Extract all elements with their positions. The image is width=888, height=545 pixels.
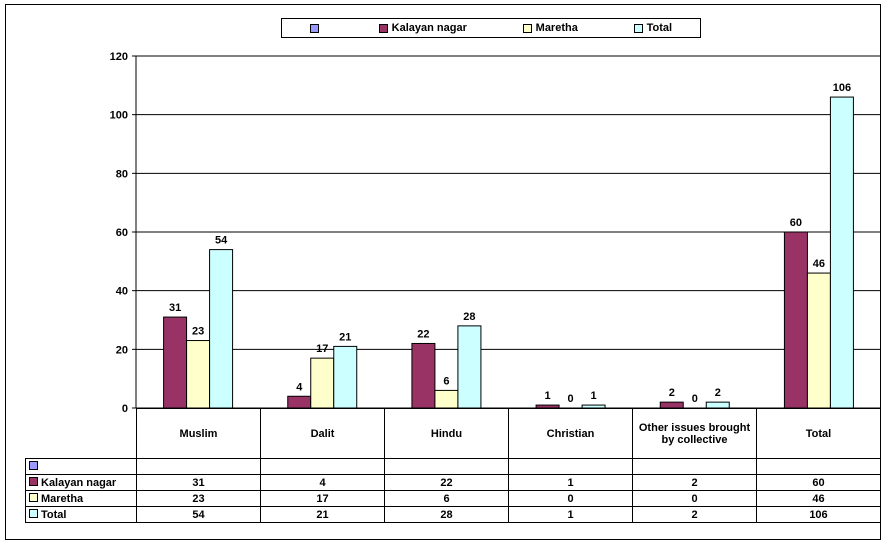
data-label-maretha-hindu: 6 [443,375,449,387]
bar-kalayan-nagar-hindu [411,342,436,409]
data-table-series-name-maretha: Maretha [41,492,84,505]
data-table-header-row: Muslim Dalit Hindu Christian Other issue… [25,408,881,459]
data-table-cell-series-0-muslim [136,458,261,475]
data-table-cell-kalayan-nagar-total: 60 [756,474,881,491]
data-table-cell-kalayan-nagar-christian: 1 [508,474,633,491]
data-label-maretha-total: 46 [813,258,825,270]
data-table-row-total: Total 54 21 28 1 2 106 [25,506,881,523]
data-table-cell-kalayan-nagar-muslim: 31 [136,474,261,491]
data-table-row-header-maretha: Maretha [25,490,137,507]
data-table-cell-series-0-dalit [260,458,385,475]
legend-item-kalayan-nagar: Kalayan nagar [378,22,467,34]
data-table-cell-total-hindu: 28 [384,506,509,523]
category-label-dalit: Dalit [260,408,385,459]
data-table-row-kalayan-nagar: Kalayan nagar 31 4 22 1 2 60 [25,474,881,491]
legend-swatch-total [633,23,643,33]
bar-kalayan-nagar-total [783,231,808,409]
data-table-corner [25,408,137,459]
data-table-row-maretha: Maretha 23 17 6 0 0 46 [25,490,881,507]
category-label-muslim: Muslim [136,408,261,459]
data-label-kalayan-nagar-other-issues-brought-by-collective: 2 [669,387,675,399]
data-label-maretha-muslim: 23 [192,326,204,338]
bar-kalayan-nagar-muslim [163,316,188,409]
data-table-swatch-total [29,508,38,518]
data-table-cell-maretha-other-issues-brought-by-collective: 0 [632,490,757,507]
data-table-swatch-maretha [29,492,38,502]
data-table-row-header-kalayan-nagar: Kalayan nagar [25,474,137,491]
data-table-cell-series-0-total [756,458,881,475]
bar-total-dalit [333,345,358,409]
data-table-series-name-total: Total [41,508,67,521]
data-label-maretha-other-issues-brought-by-collective: 0 [692,393,698,405]
legend-label-maretha: Maretha [535,22,578,34]
bar-total-muslim [209,249,234,409]
legend-item-maretha: Maretha [522,22,578,34]
y-tick-label-6: 120 [110,51,128,63]
data-table-cell-total-total: 106 [756,506,881,523]
y-tick-label-5: 100 [110,110,128,122]
data-label-kalayan-nagar-muslim: 31 [169,302,181,314]
legend: Kalayan nagar Maretha Total [281,18,701,38]
data-table-cell-kalayan-nagar-other-issues-brought-by-collective: 2 [632,474,757,491]
data-label-total-dalit: 21 [339,331,351,343]
bar-total-hindu [457,325,482,409]
data-table-cell-total-muslim: 54 [136,506,261,523]
data-table-cell-total-other-issues-brought-by-collective: 2 [632,506,757,523]
category-label-christian: Christian [508,408,633,459]
legend-item-total: Total [633,22,673,34]
legend-swatch-kalayan-nagar [378,23,388,33]
data-table-swatch-kalayan-nagar [29,476,38,486]
y-tick-label-1: 20 [116,344,128,356]
data-label-maretha-dalit: 17 [316,343,328,355]
data-table-cell-maretha-hindu: 6 [384,490,509,507]
data-label-kalayan-nagar-total: 60 [790,217,802,229]
data-table-cell-kalayan-nagar-dalit: 4 [260,474,385,491]
data-table-cell-maretha-christian: 0 [508,490,633,507]
data-label-total-christian: 1 [591,390,597,402]
data-table-cell-series-0-hindu [384,458,509,475]
y-tick-label-4: 80 [116,168,128,180]
bar-maretha-dalit [310,357,335,409]
data-label-total-muslim: 54 [215,235,228,247]
data-table-cell-maretha-muslim: 23 [136,490,261,507]
legend-swatch-series-0 [309,23,319,33]
bar-total-total [829,96,854,409]
y-tick-label-3: 60 [116,227,128,239]
data-table: Muslim Dalit Hindu Christian Other issue… [25,408,881,523]
legend-item-series-0 [309,23,323,33]
category-label-total: Total [756,408,881,459]
data-table-series-name-kalayan-nagar: Kalayan nagar [41,476,117,489]
data-label-total-total: 106 [833,82,851,94]
bar-maretha-total [806,272,831,409]
bar-kalayan-nagar-other-issues-brought-by-collective [659,401,684,409]
category-label-hindu: Hindu [384,408,509,459]
data-table-cell-maretha-total: 46 [756,490,881,507]
y-tick-label-2: 40 [116,286,128,298]
data-label-maretha-christian: 0 [568,393,574,405]
legend-swatch-maretha [522,23,532,33]
legend-label-total: Total [646,22,673,34]
data-table-cell-series-0-other-issues-brought-by-collective [632,458,757,475]
data-table-cell-total-dalit: 21 [260,506,385,523]
data-table-row-series-0 [25,458,881,475]
data-table-cell-kalayan-nagar-hindu: 22 [384,474,509,491]
data-table-cell-total-christian: 1 [508,506,633,523]
data-table-cell-maretha-dalit: 17 [260,490,385,507]
data-table-swatch-series-0 [29,460,38,470]
data-table-row-header-series-0 [25,458,137,475]
data-label-total-other-issues-brought-by-collective: 2 [715,387,721,399]
data-label-kalayan-nagar-dalit: 4 [296,381,303,393]
data-label-kalayan-nagar-hindu: 22 [417,328,429,340]
bar-kalayan-nagar-dalit [287,395,312,409]
data-label-total-hindu: 28 [463,311,475,323]
bar-maretha-muslim [186,340,211,409]
bar-total-other-issues-brought-by-collective [705,401,730,409]
data-table-row-header-total: Total [25,506,137,523]
data-label-kalayan-nagar-christian: 1 [545,390,551,402]
legend-label-kalayan-nagar: Kalayan nagar [391,22,467,34]
data-table-cell-series-0-christian [508,458,633,475]
bar-maretha-hindu [434,389,459,409]
category-label-other-issues: Other issues brought by collective [632,408,757,459]
